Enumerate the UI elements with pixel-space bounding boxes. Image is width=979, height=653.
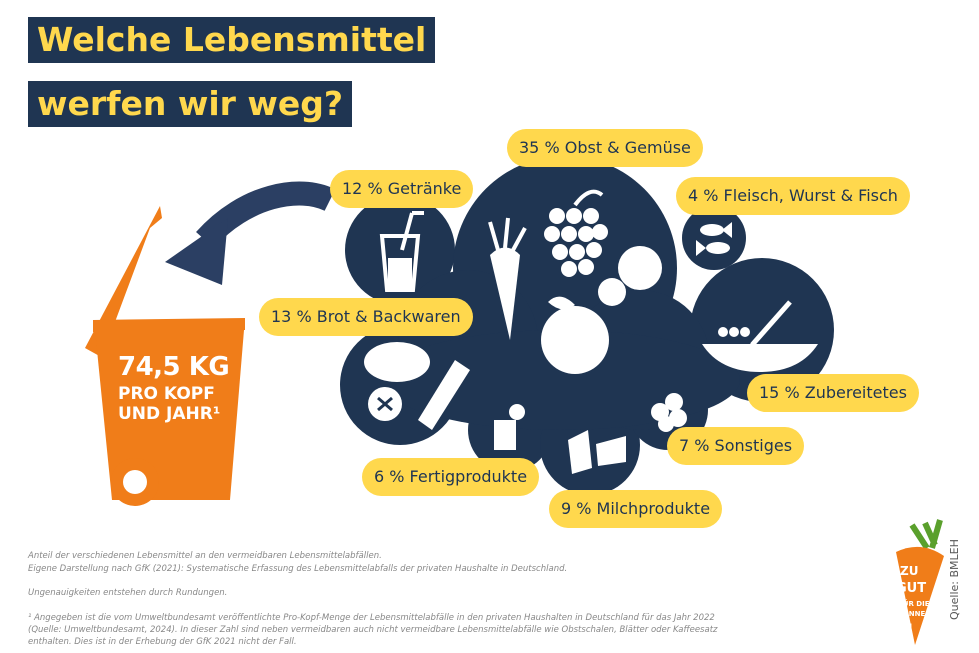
footnote-line-5: (Quelle: Umweltbundesamt, 2024). In dies…	[28, 625, 718, 635]
label-sonstiges: 7 % Sonstiges	[667, 427, 805, 465]
title-line-2: werfen wir weg?	[28, 81, 353, 127]
svg-text:FÜR DIE: FÜR DIE	[898, 599, 930, 608]
label-milchprodukte: 9 % Milchprodukte	[549, 490, 723, 528]
dairy-icon	[568, 430, 626, 474]
bin-per-capita: PRO KOPF	[118, 384, 215, 404]
fruit-vegetable-icon	[488, 189, 662, 374]
footnote-line-2: Eigene Darstellung nach GfK (2021): Syst…	[28, 564, 568, 574]
footnote-line-6: enthalten. Dies ist in der Erhebung der …	[28, 637, 297, 647]
label-obst-gemuese: 35 % Obst & Gemüse	[507, 129, 703, 167]
label-fertigprodukte: 6 % Fertigprodukte	[362, 458, 540, 496]
footnote-line-3: Ungenauigkeiten entstehen durch Rundunge…	[28, 588, 228, 598]
drink-icon	[379, 211, 424, 292]
footnote-line-1: Anteil der verschiedenen Lebensmittel an…	[28, 551, 382, 561]
label-fleisch-wurst-fisch: 4 % Fleisch, Wurst & Fisch	[676, 177, 910, 215]
meal-icon	[702, 300, 818, 372]
svg-text:ZU: ZU	[900, 564, 918, 578]
label-zubereitetes: 15 % Zubereitetes	[747, 374, 919, 412]
source-credit: Quelle: BMLEH	[948, 539, 961, 620]
label-getraenke: 12 % Getränke	[330, 170, 474, 208]
svg-text:GUT: GUT	[896, 581, 926, 596]
svg-text:TONNE: TONNE	[898, 610, 925, 618]
bin-amount: 74,5 KG	[118, 352, 230, 382]
bread-icon	[364, 342, 470, 430]
misc-icon	[651, 393, 687, 432]
title-line-1: Welche Lebensmittel	[28, 17, 436, 63]
fish-icon	[696, 222, 732, 256]
label-brot-backwaren: 13 % Brot & Backwaren	[259, 298, 473, 336]
footnote-line-4: ¹ Angegeben ist die vom Umweltbundesamt …	[28, 613, 715, 623]
can-icon	[494, 404, 525, 450]
bin-per-year: UND JAHR¹	[118, 404, 221, 424]
zu-gut-logo: ZU GUT FÜR DIE TONNE !	[896, 519, 944, 645]
svg-text:!: !	[907, 622, 913, 638]
waste-bin-icon	[85, 206, 245, 506]
arrow-to-bin	[165, 181, 336, 285]
